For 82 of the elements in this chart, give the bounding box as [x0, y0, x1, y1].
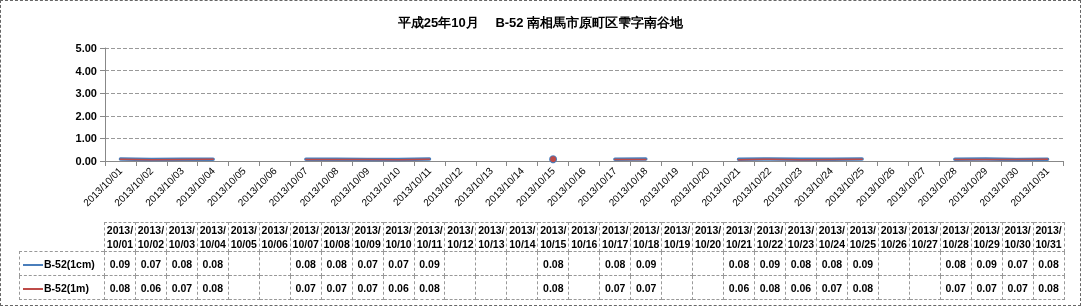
y-tick-label: 1.00	[75, 132, 97, 145]
data-label: 0.09	[104, 251, 136, 276]
data-label: 0.07	[135, 251, 167, 276]
data-label: 0.07	[816, 275, 848, 300]
chart-title: 平成25年10月 B-52 南相馬市原町区雫字南谷地	[396, 15, 685, 30]
category-label: 2013/10/10	[385, 224, 412, 250]
data-label: 0.08	[197, 275, 229, 300]
category-label: 2013/10/18	[633, 224, 660, 250]
y-tick-label: 4.00	[75, 64, 97, 77]
data-label: 0.08	[1033, 251, 1065, 276]
category-label: 2013/10/30	[1004, 224, 1031, 250]
category-label: 2013/10/31	[1035, 224, 1062, 250]
y-tick-label: 2.00	[75, 109, 97, 122]
category-label: 2013/10/01	[106, 224, 134, 250]
data-label: 0.07	[290, 275, 322, 300]
data-label: 0.08	[723, 251, 755, 276]
data-label: 0.07	[630, 275, 662, 300]
y-tick-label: 3.00	[75, 87, 97, 100]
category-label: 2013/10/27	[911, 224, 938, 250]
category-label: 2013/10/08	[323, 224, 350, 250]
data-label: 0.07	[352, 251, 384, 276]
y-tick-label: 5.00	[75, 42, 97, 54]
data-label: 0.07	[971, 275, 1003, 300]
legend-label: B-52(1cm)	[19, 251, 105, 276]
data-label: 0.08	[754, 275, 786, 300]
data-label: 0.08	[414, 275, 445, 300]
data-label: 0.07	[383, 251, 415, 276]
data-label: 0.08	[290, 251, 322, 276]
data-label: 0.07	[1002, 275, 1034, 300]
data-label: 0.08	[940, 251, 972, 276]
data-label: 0.09	[754, 251, 786, 276]
data-label: 0.09	[847, 251, 879, 276]
data-label: 0.06	[723, 275, 755, 300]
category-label: 2013/10/15	[540, 224, 567, 250]
y-tick-label: 0.00	[75, 155, 97, 167]
category-label: 2013/10/24	[818, 224, 846, 250]
data-label: 0.07	[940, 275, 972, 300]
category-label: 2013/10/16	[571, 224, 598, 250]
category-label: 2013/10/17	[602, 224, 629, 250]
data-label: 0.09	[630, 251, 662, 276]
category-label: 2013/10/05	[230, 224, 257, 250]
data-label: 0.08	[537, 251, 569, 276]
data-label: 0.07	[352, 275, 384, 300]
category-label: 2013/10/20	[694, 224, 722, 250]
category-label: 2013/10/22	[756, 224, 784, 250]
data-label: 0.06	[383, 275, 415, 300]
category-label: 2013/10/13	[478, 224, 505, 250]
data-label: 0.07	[599, 275, 631, 300]
data-label: 0.08	[1033, 275, 1065, 300]
data-label: 0.09	[971, 251, 1003, 276]
category-label: 2013/10/12	[447, 224, 474, 250]
data-label: 0.08	[847, 275, 879, 300]
category-label: 2013/10/28	[942, 224, 969, 250]
data-label: 0.08	[104, 275, 136, 300]
category-label: 2013/10/09	[354, 224, 381, 250]
category-label: 2013/10/21	[725, 224, 753, 250]
category-label: 2013/10/29	[973, 224, 1000, 250]
data-label: 0.08	[197, 251, 229, 276]
data-label: 0.08	[537, 275, 569, 300]
category-label: 2013/10/19	[663, 224, 691, 250]
category-label: 2013/10/14	[509, 224, 536, 250]
category-label: 2013/10/07	[292, 224, 319, 250]
data-label: 0.08	[816, 251, 848, 276]
data-label: 0.07	[321, 275, 353, 300]
category-label: 2013/10/06	[261, 224, 288, 250]
category-label: 2013/10/11	[416, 224, 443, 250]
category-label: 2013/10/04	[199, 224, 226, 250]
category-label: 2013/10/23	[787, 224, 815, 250]
data-label: 0.07	[166, 275, 198, 300]
data-label: 0.09	[414, 251, 445, 276]
data-label: 0.08	[166, 251, 198, 276]
data-label: 0.08	[785, 251, 817, 276]
data-label: 0.06	[135, 275, 167, 300]
data-label: 0.06	[785, 275, 817, 300]
legend-label: B-52(1m)	[19, 275, 105, 300]
category-label: 2013/10/25	[849, 224, 876, 250]
category-label: 2013/10/03	[168, 224, 196, 250]
category-label: 2013/10/02	[137, 224, 165, 250]
data-label: 0.08	[321, 251, 353, 276]
category-label: 2013/10/26	[880, 224, 907, 250]
data-label: 0.08	[599, 251, 631, 276]
data-label: 0.07	[1002, 251, 1034, 276]
